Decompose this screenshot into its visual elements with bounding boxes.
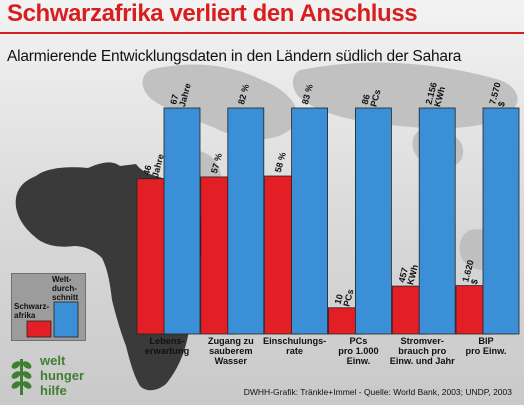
category-label-line: PCs <box>349 336 367 346</box>
label-africa-3: 10PCs <box>333 286 356 308</box>
label-africa-2: 58 % <box>273 151 288 173</box>
label-africa-4-line: 457 <box>396 266 410 283</box>
category-label-line: sauberem <box>209 346 252 356</box>
label-africa-3-line: 10 <box>333 293 345 305</box>
logo-wordmark: welt hunger hilfe <box>40 353 84 398</box>
category-label-line: Einw. und Jahr <box>390 356 455 366</box>
bar-world-2 <box>291 107 329 335</box>
label-africa-5-line: $ <box>469 278 480 285</box>
category-label-line: Einschulungs- <box>263 336 326 346</box>
label-africa-1-line: 57 % <box>209 152 224 174</box>
label-africa-2-line: 58 % <box>273 151 288 173</box>
category-label-line: pro Einw. <box>465 346 506 356</box>
legend <box>11 273 86 341</box>
wheat-logo-icon <box>11 359 32 395</box>
category-label-line: Einw. <box>347 356 371 366</box>
category-label-line: Lebens- <box>149 336 184 346</box>
category-label-line: rate <box>286 346 303 356</box>
label-africa-1: 57 % <box>209 152 224 174</box>
category-label-5: BIP pro Einw. <box>465 336 506 356</box>
page-title: Schwarzafrika verliert den Anschluss <box>7 0 418 27</box>
category-label-3: PCs pro 1.000 Einw. <box>338 336 378 366</box>
bar-world-1 <box>227 107 265 335</box>
logo-line-3: hilfe <box>40 383 67 398</box>
category-label-2: Einschulungs-rate <box>263 336 326 356</box>
bar-world-3 <box>354 107 392 335</box>
logo-line-2: hunger <box>40 368 85 383</box>
label-africa-0-line: Jahre <box>150 153 166 179</box>
category-label-line: Wasser <box>215 356 248 366</box>
label-world-0-line: 67 <box>168 93 180 105</box>
category-label-line: brauch pro <box>398 346 446 356</box>
category-label-line: Stromver- <box>400 336 443 346</box>
label-africa-3-line: PCs <box>341 288 355 308</box>
logo-line-1: welt <box>40 353 66 368</box>
bar-world-4 <box>418 107 456 335</box>
category-label-line: pro 1.000 <box>338 346 378 356</box>
bar-world-0 <box>163 107 201 335</box>
category-label-line: BIP <box>478 336 493 346</box>
category-label-line: erwartung <box>145 346 189 356</box>
label-africa-0-line: 46 <box>141 164 153 176</box>
label-africa-4-line: KWh <box>405 264 420 286</box>
source-credit: DWHH-Grafik: Tränkle+Immel - Quelle: Wor… <box>243 387 512 397</box>
label-africa-4: 457KWh <box>396 261 420 286</box>
category-label-1: Zugang zu sauberem Wasser <box>208 336 254 366</box>
label-world-5-line: $ <box>496 100 507 107</box>
category-label-4: Stromver-brauch pro Einw. und Jahr <box>390 336 455 366</box>
page-subtitle: Alarmierende Entwicklungsdaten in den Lä… <box>7 48 462 65</box>
welthungerhilfe-logo: welt hunger hilfe <box>8 353 98 401</box>
bar-world-5 <box>482 107 520 335</box>
label-africa-0: 46Jahre <box>141 150 166 178</box>
category-label-0: Lebens-erwartung <box>145 336 189 356</box>
label-world-3-line: 86 <box>360 93 372 105</box>
label-world-3: 86PCs <box>360 86 383 108</box>
category-label-line: Zugang zu <box>208 336 254 346</box>
label-world-3-line: PCs <box>368 88 382 108</box>
title-rule <box>0 32 524 34</box>
